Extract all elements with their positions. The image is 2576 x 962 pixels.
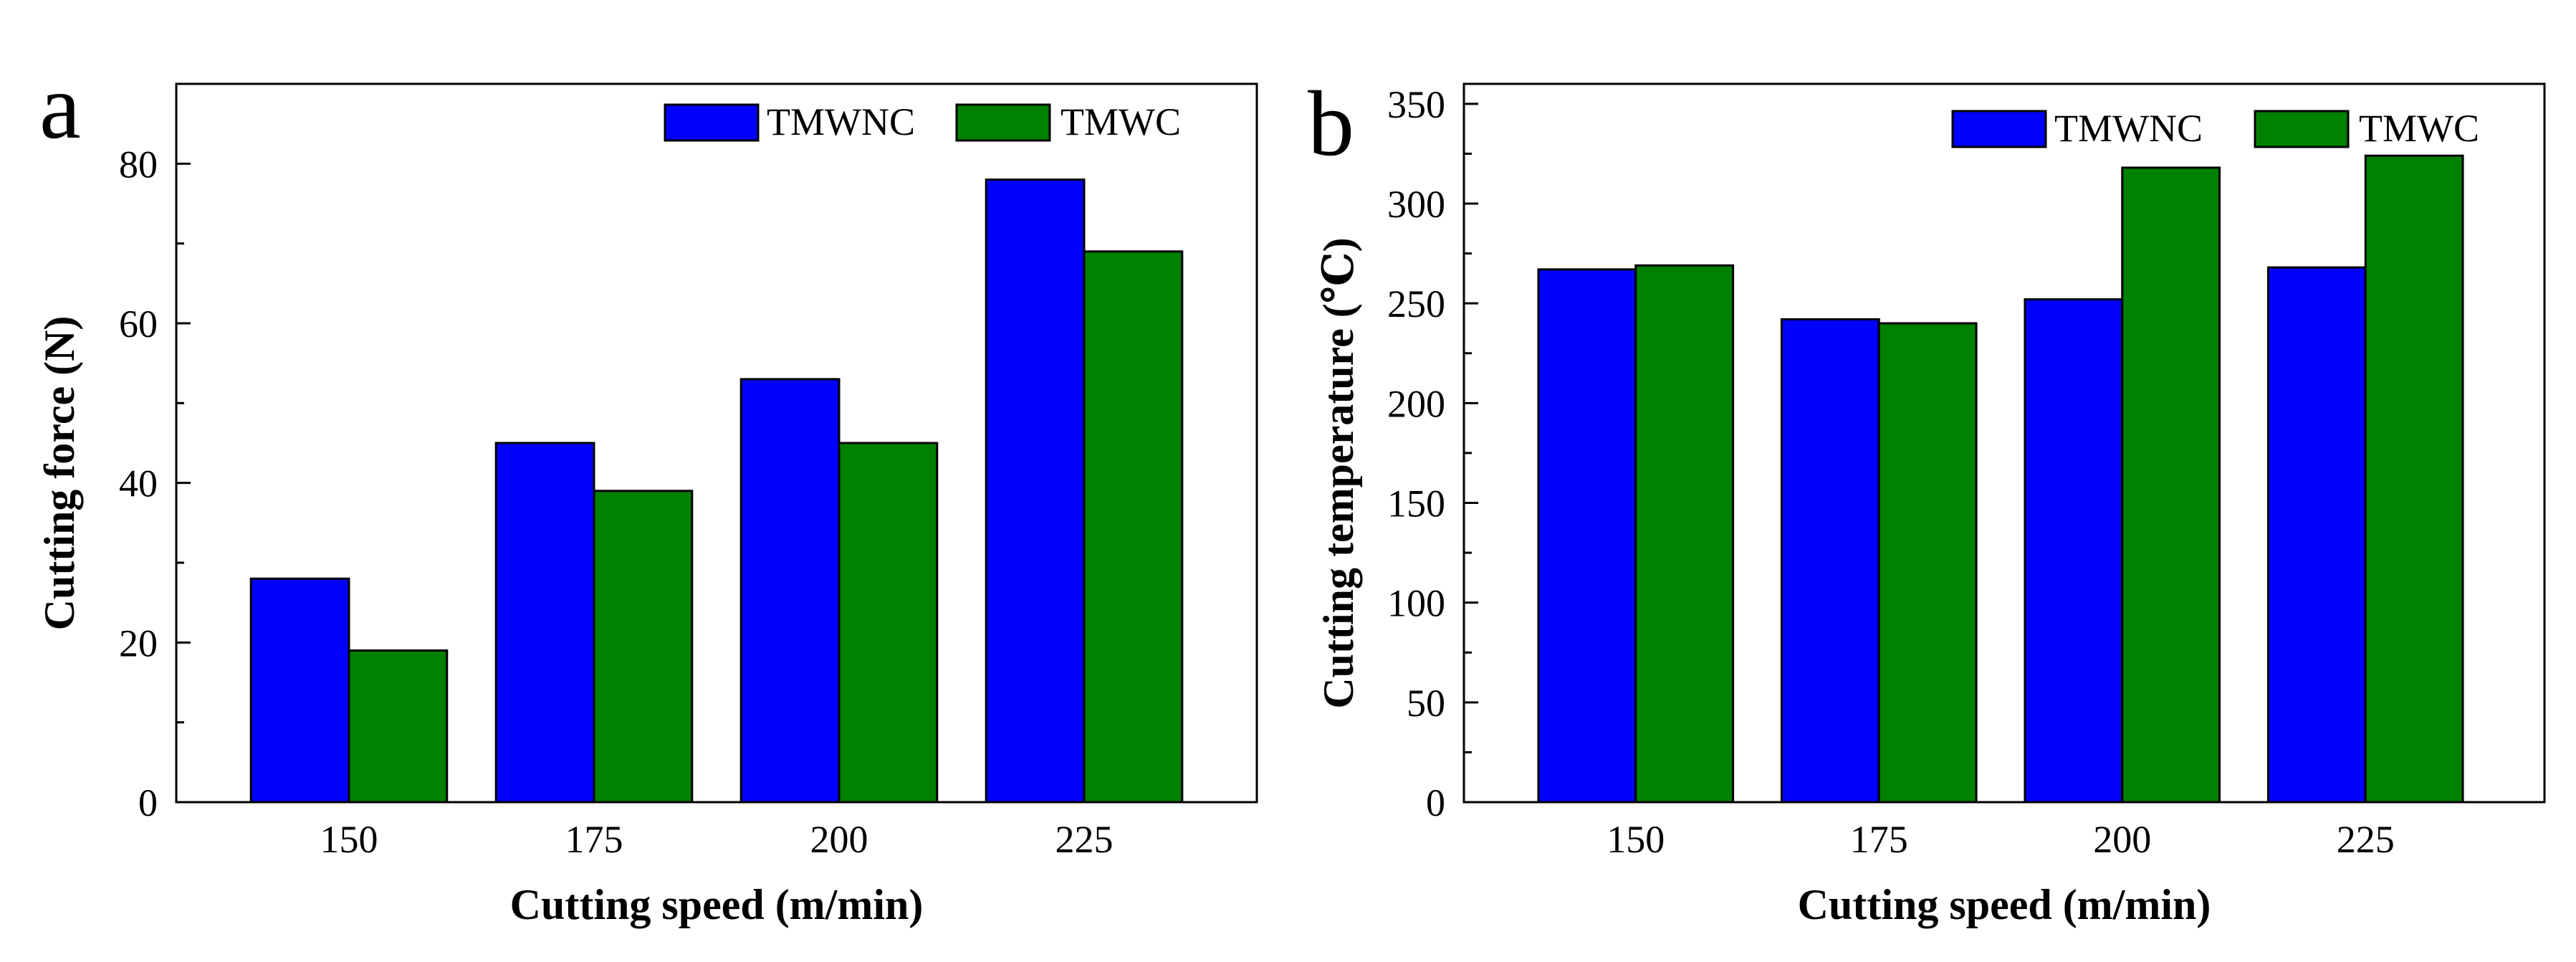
y-tick-label-b-50: 50 [1407, 682, 1445, 725]
bar-a-tmwc-150 [348, 649, 449, 804]
x-tick-label-b-175: 175 [1850, 818, 1908, 861]
plot-frame-b [1462, 82, 2546, 804]
x-axis-ticks-a: 150 175 200 225 [320, 818, 1114, 861]
y-tick-label-a-80: 80 [119, 143, 158, 186]
y-tick-label-a-60: 60 [119, 303, 158, 346]
bar-b-tmwc-200 [2121, 166, 2221, 804]
chart-panel-a: a 0 20 40 60 80 150 175 200 225 Cutting speed (… [36, 55, 1258, 928]
bar-b-tmwnc-150 [1537, 268, 1637, 804]
y-tick-label-b-100: 100 [1387, 582, 1445, 625]
y-tick-label-b-250: 250 [1387, 282, 1445, 325]
legend-b: TMWNC TMWC [1951, 107, 2479, 150]
y-axis-ticks-b: 0 50 100 150 200 250 300 350 [1387, 83, 1478, 824]
x-tick-label-a-200: 200 [810, 818, 868, 861]
bar-b-tmwc-150 [1634, 264, 1735, 804]
y-tick-label-b-350: 350 [1387, 83, 1445, 126]
x-tick-label-a-175: 175 [565, 818, 623, 861]
bar-a-tmwc-200 [838, 442, 939, 804]
bar-a-tmwc-175 [593, 490, 694, 804]
bar-a-tmwnc-175 [494, 442, 595, 804]
x-axis-ticks-b: 150 175 200 225 [1607, 818, 2395, 861]
bar-b-tmwc-175 [1877, 322, 1978, 804]
bar-a-tmwnc-225 [985, 178, 1086, 804]
bars-b [1537, 154, 2464, 804]
x-tick-label-a-225: 225 [1055, 818, 1114, 861]
bars-a [249, 178, 1184, 804]
x-axis-title-b: Cutting speed (m/min) [1798, 881, 2211, 928]
x-tick-label-b-225: 225 [2337, 818, 2395, 861]
y-tick-label-a-20: 20 [119, 622, 158, 665]
panel-label-b: b [1308, 72, 1354, 176]
y-tick-label-b-200: 200 [1387, 382, 1445, 425]
legend-swatch-tmwc-b [2254, 110, 2350, 148]
panel-label-a: a [39, 55, 81, 158]
bar-a-tmwnc-200 [739, 378, 841, 804]
y-axis-title-b: Cutting temperature (℃) [1315, 237, 1362, 708]
bar-b-tmwnc-225 [2266, 266, 2367, 804]
y-tick-label-b-150: 150 [1387, 482, 1445, 525]
bar-a-tmwnc-150 [249, 577, 350, 804]
legend-label-tmwc-b: TMWC [2359, 107, 2479, 150]
legend-label-tmwnc-a: TMWNC [767, 100, 915, 143]
legend-label-tmwnc-b: TMWNC [2054, 107, 2203, 150]
y-tick-label-b-300: 300 [1387, 183, 1445, 226]
y-axis-title-a: Cutting force (N) [36, 316, 83, 631]
chart-panel-b: b 0 50 100 150 200 250 300 350 150 175 200 225 Cut… [1308, 72, 2546, 928]
y-tick-label-b-0: 0 [1426, 781, 1445, 824]
legend-swatch-tmwnc-b [1951, 110, 2047, 148]
y-tick-label-a-40: 40 [119, 462, 158, 505]
legend-label-tmwc-a: TMWC [1060, 100, 1181, 143]
y-axis-ticks-a: 0 20 40 60 80 [119, 143, 191, 824]
x-tick-label-b-200: 200 [2093, 818, 2151, 861]
bar-b-tmwc-225 [2364, 154, 2464, 804]
bar-b-tmwnc-200 [2024, 298, 2124, 804]
y-tick-label-a-0: 0 [138, 781, 158, 824]
legend-swatch-tmwnc-a [664, 103, 760, 142]
legend-swatch-tmwc-a [955, 103, 1051, 142]
plot-frame-a [175, 82, 1258, 804]
bar-a-tmwc-225 [1083, 250, 1184, 804]
x-tick-label-a-150: 150 [320, 818, 378, 861]
bar-b-tmwnc-175 [1780, 318, 1880, 804]
x-tick-label-b-150: 150 [1607, 818, 1665, 861]
legend-a: TMWNC TMWC [664, 100, 1181, 143]
x-axis-title-a: Cutting speed (m/min) [510, 881, 924, 928]
